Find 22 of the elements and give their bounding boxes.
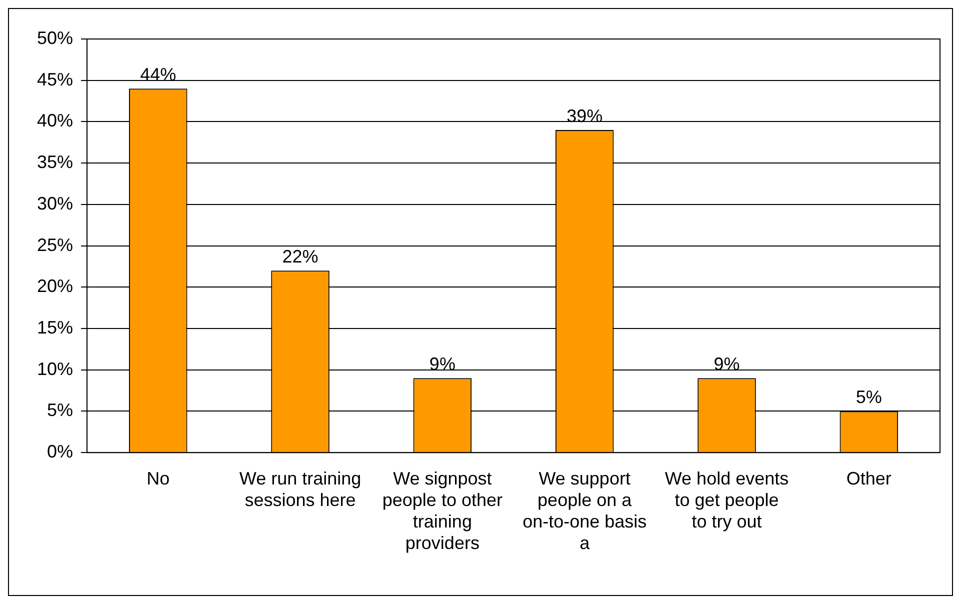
y-tick-label: 45% [36, 69, 74, 90]
data-label: 5% [856, 387, 882, 408]
y-tick-label: 50% [36, 28, 74, 48]
y-tick-label: 20% [36, 276, 74, 296]
data-label: 9% [429, 354, 456, 374]
x-tick-label: We run training sessions here [239, 468, 362, 510]
y-tick-label: 25% [36, 234, 74, 255]
y-tick-label: 15% [36, 317, 74, 338]
y-tick-label: 0% [47, 442, 74, 462]
y-tick-label: 35% [36, 152, 74, 172]
data-label: 22% [282, 246, 318, 267]
x-tick-label: We signpost people to other training providers [382, 468, 502, 554]
x-tick-label: We hold events to get people to try out [664, 468, 789, 532]
data-label: 44% [140, 64, 176, 85]
y-tick-label: 10% [36, 358, 74, 379]
x-tick-label: We support people on a on-to-one basis a [522, 468, 647, 554]
x-tick-label: No [146, 468, 170, 488]
x-tick-label: Other [846, 468, 892, 488]
y-tick-label: 5% [47, 400, 74, 420]
y-tick-label: 40% [36, 110, 74, 131]
y-tick-label: 30% [36, 193, 74, 214]
data-label: 9% [714, 354, 740, 374]
